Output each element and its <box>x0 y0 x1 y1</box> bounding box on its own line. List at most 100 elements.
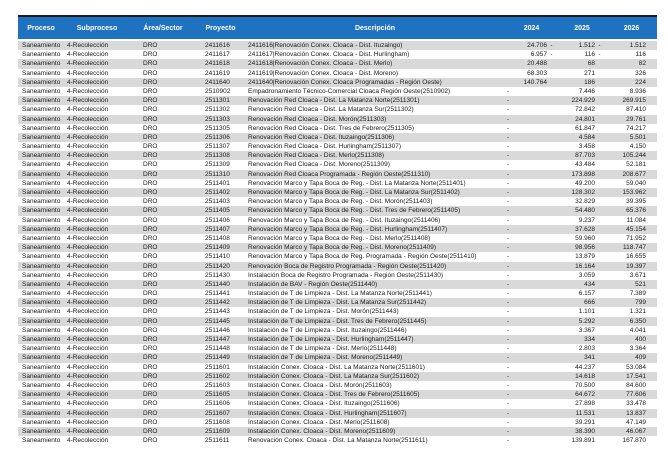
cell-subproceso[interactable]: 4-Recolección <box>67 234 109 242</box>
cell-y2024[interactable]: - <box>507 207 510 215</box>
cell-subproceso[interactable]: 4-Recolección <box>67 189 109 196</box>
cell-proyecto[interactable]: 2511301 <box>205 97 230 105</box>
cell-y2026[interactable]: 269.915 <box>622 97 647 105</box>
cell-proceso[interactable]: Saneamiento <box>22 69 61 77</box>
cell-descripcion[interactable]: Renovación Red Cloaca - Dist. Ituzaingo(… <box>248 133 395 141</box>
cell-descripcion[interactable]: Instalación Conex. Cloaca - Dist. Merlo(… <box>248 418 390 426</box>
cell-proyecto[interactable]: 2511601 <box>205 363 230 371</box>
cell-subproceso[interactable]: 4-Recolección <box>67 317 109 325</box>
cell-y2026[interactable]: 7.389 <box>629 290 646 298</box>
cell-descripcion[interactable]: Renovación Red Cloaca - Dist. Merlo(2511… <box>248 152 385 160</box>
cell-subproceso[interactable]: 4-Recolección <box>67 326 109 334</box>
cell-y2025[interactable]: 173.898 <box>571 170 596 178</box>
cell-y2026[interactable]: 52.181 <box>626 161 646 169</box>
cell-y2025[interactable]: 54.480 <box>575 207 595 215</box>
cell-y2024[interactable]: - <box>507 354 510 362</box>
cell-proyecto[interactable]: 2511609 <box>205 427 230 435</box>
cell-y2024[interactable]: - <box>507 198 510 206</box>
cell-proceso[interactable]: Saneamiento <box>22 234 61 242</box>
cell-subproceso[interactable]: 4-Recolección <box>67 244 109 252</box>
cell-descripcion[interactable]: Instalación de T de Limpieza - Dist. La … <box>248 290 432 298</box>
cell-proyecto[interactable]: 2511410 <box>205 253 230 261</box>
cell-subproceso[interactable]: 4-Recolección <box>67 280 109 288</box>
cell-y2025[interactable]: 1.512- <box>578 42 601 49</box>
cell-proyecto[interactable]: 2511602 <box>205 372 230 380</box>
cell-area[interactable]: DRO <box>143 189 158 196</box>
cell-subproceso[interactable]: 4-Recolección <box>67 336 109 343</box>
cell-area[interactable]: DRO <box>143 143 158 151</box>
cell-y2025[interactable]: 72.842 <box>575 106 595 114</box>
cell-subproceso[interactable]: 4-Recolección <box>67 42 109 49</box>
cell-y2024[interactable]: - <box>507 152 510 160</box>
cell-y2025[interactable]: 64.672 <box>575 391 595 399</box>
cell-subproceso[interactable]: 4-Recolección <box>67 152 109 160</box>
cell-y2025[interactable]: 38.390 <box>575 427 595 435</box>
cell-subproceso[interactable]: 4-Recolección <box>67 363 109 371</box>
cell-proceso[interactable]: Saneamiento <box>22 409 61 417</box>
cell-y2025[interactable]: 44.237 <box>575 363 595 371</box>
cell-area[interactable]: DRO <box>143 427 158 435</box>
cell-proyecto[interactable]: 2411619 <box>205 69 230 77</box>
cell-proyecto[interactable]: 2511440 <box>205 280 230 288</box>
cell-y2024[interactable]: - <box>507 418 510 426</box>
cell-proyecto[interactable]: 2511608 <box>205 418 230 426</box>
cell-descripcion[interactable]: 2411618|Renovación Conex. Cloaca - Dist.… <box>248 60 393 68</box>
cell-area[interactable]: DRO <box>143 225 158 233</box>
cell-proceso[interactable]: Saneamiento <box>22 290 61 298</box>
cell-proyecto[interactable]: 2511447 <box>205 336 230 343</box>
cell-proyecto[interactable]: 2511308 <box>205 152 230 160</box>
cell-y2025[interactable]: 68 <box>587 60 595 68</box>
column-header-2026[interactable]: 2026 <box>606 15 657 41</box>
cell-y2025[interactable]: 4.584 <box>578 133 595 141</box>
cell-y2026[interactable]: 118.747 <box>622 244 646 252</box>
cell-subproceso[interactable]: 4-Recolección <box>67 299 109 307</box>
cell-y2024[interactable]: - <box>507 161 510 169</box>
cell-y2026[interactable]: 326 <box>635 69 646 77</box>
cell-area[interactable]: DRO <box>143 60 158 68</box>
cell-area[interactable]: DRO <box>143 198 158 206</box>
cell-proyecto[interactable]: 2511445 <box>205 317 230 325</box>
cell-descripcion[interactable]: Instalación de T de Limpieza - Dist. Mor… <box>248 354 403 362</box>
cell-y2025[interactable]: 434 <box>584 280 595 288</box>
cell-descripcion[interactable]: Renovación Red Cloaca - Dist. Morón(2511… <box>248 115 387 123</box>
cell-y2025[interactable]: 13.879 <box>575 253 595 261</box>
cell-proceso[interactable]: Saneamiento <box>22 345 61 353</box>
cell-y2025[interactable]: 5.292 <box>578 317 595 325</box>
cell-y2024[interactable]: - <box>507 271 510 279</box>
cell-y2025[interactable]: 139.891 <box>571 437 596 445</box>
cell-y2024[interactable]: - <box>507 143 510 151</box>
cell-subproceso[interactable]: 4-Recolección <box>67 207 109 215</box>
cell-descripcion[interactable]: Instalación de T de Limpieza - Dist. Itu… <box>248 326 407 334</box>
cell-y2025[interactable]: 341 <box>584 354 595 362</box>
cell-y2024[interactable]: - <box>507 363 510 371</box>
cell-subproceso[interactable]: 4-Recolección <box>67 372 109 380</box>
cell-y2026[interactable]: 84.600 <box>626 381 646 389</box>
cell-y2024[interactable]: 6.957- <box>530 51 553 59</box>
column-header-2025[interactable]: 2025 <box>558 15 606 41</box>
cell-descripcion[interactable]: 2411617|Renovación Conex. Cloaca - Dist.… <box>248 51 410 59</box>
cell-proceso[interactable]: Saneamiento <box>22 42 61 49</box>
cell-proceso[interactable]: Saneamiento <box>22 437 61 445</box>
cell-y2025[interactable]: 70.500 <box>575 381 595 389</box>
cell-descripcion[interactable]: Renovación Red Cloaca - Dist. Moreno(251… <box>248 161 390 169</box>
cell-proceso[interactable]: Saneamiento <box>22 400 61 408</box>
cell-subproceso[interactable]: 4-Recolección <box>67 51 109 59</box>
cell-subproceso[interactable]: 4-Recolección <box>67 161 109 169</box>
cell-subproceso[interactable]: 4-Recolección <box>67 381 109 389</box>
cell-y2026[interactable]: 400 <box>635 336 646 343</box>
cell-descripcion[interactable]: Renovación Red Cloaca - Dist. La Matanza… <box>248 106 414 114</box>
cell-subproceso[interactable]: 4-Recolección <box>67 78 109 86</box>
cell-proyecto[interactable]: 2511430 <box>205 271 230 279</box>
cell-y2025[interactable]: 32.829 <box>575 198 595 206</box>
cell-y2026[interactable]: 6.350 <box>629 317 646 325</box>
cell-subproceso[interactable]: 4-Recolección <box>67 97 109 105</box>
cell-y2024[interactable]: - <box>507 299 510 307</box>
cell-proyecto[interactable]: 2511606 <box>205 400 230 408</box>
cell-y2026[interactable]: 11.084 <box>626 216 646 224</box>
cell-descripcion[interactable]: Instalación Conex. Cloaca - Dist. La Mat… <box>248 372 420 380</box>
cell-area[interactable]: DRO <box>143 106 158 114</box>
cell-descripcion[interactable]: Instalación de T de Limpieza - Dist. La … <box>248 299 427 307</box>
cell-y2025[interactable]: 334 <box>584 336 595 343</box>
cell-descripcion[interactable]: Instalación de T de Limpieza - Dist. Mer… <box>248 345 397 353</box>
cell-proyecto[interactable]: 2511442 <box>205 299 230 307</box>
